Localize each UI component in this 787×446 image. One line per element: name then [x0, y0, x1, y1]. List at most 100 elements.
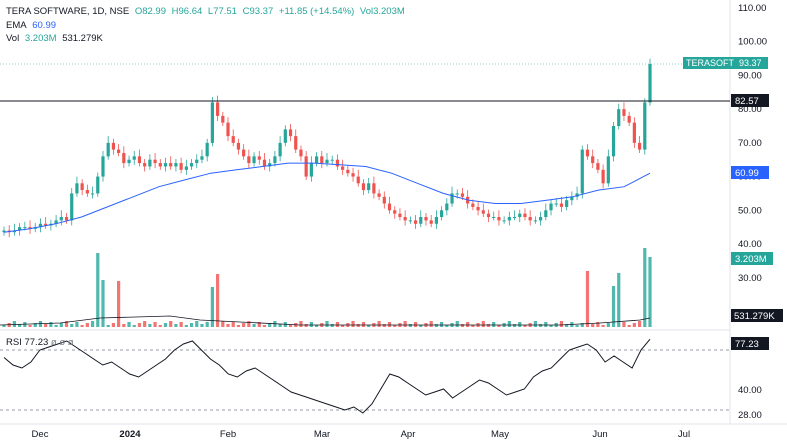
ema-badge: 60.99: [731, 166, 769, 179]
candle-body: [127, 159, 131, 164]
volume-bar: [174, 324, 178, 327]
volume-bar: [507, 321, 511, 327]
volume-bar: [215, 274, 220, 327]
volume-bars: [2, 248, 652, 327]
candle-body: [544, 210, 548, 218]
candle-body: [257, 156, 261, 160]
candle-body: [632, 122, 636, 143]
candle-body: [122, 152, 126, 164]
candlesticks: [2, 58, 652, 238]
candle-body: [643, 102, 647, 150]
symbol-legend[interactable]: TERA SOFTWARE, 1D, NSE O82.99 H96.64 L77…: [6, 6, 408, 18]
time-axis-label-4: Apr: [401, 429, 416, 440]
candle-body: [335, 159, 340, 167]
volume-bar: [455, 321, 459, 327]
price-axis-label-0: 110.00: [738, 3, 766, 14]
candle-body: [314, 156, 319, 164]
candle-body: [413, 220, 418, 224]
volume-bar: [601, 325, 605, 327]
volume-legend[interactable]: Vol 3.203M 531.279K: [6, 33, 106, 45]
volume-ma-path: [0, 315, 651, 326]
volume-bar: [341, 325, 345, 327]
candle-body: [419, 217, 423, 224]
candle-body: [205, 142, 209, 157]
candle-body: [330, 159, 334, 161]
candle-body: [361, 183, 366, 191]
volume-bar: [85, 323, 89, 327]
symbol-title: TERA SOFTWARE, 1D, NSE: [6, 6, 130, 17]
volume-bar: [75, 322, 79, 327]
hline-badge-price: 82.57: [735, 96, 759, 107]
candle-body: [320, 156, 324, 164]
candle-body: [606, 156, 610, 184]
volume-bar: [200, 324, 204, 327]
volume-bar: [96, 253, 100, 327]
ema-legend[interactable]: EMA 60.99: [6, 20, 59, 32]
candle-body: [64, 217, 69, 221]
candle-body: [434, 217, 439, 224]
candle-body: [528, 217, 532, 221]
candle-body: [80, 183, 84, 191]
candle-body: [617, 109, 621, 126]
rsi-legend[interactable]: RSI 77.23 ø ø ø: [6, 337, 74, 348]
candle-body: [346, 169, 350, 174]
candle-body: [637, 142, 642, 150]
candle-body: [585, 149, 590, 157]
candle-body: [549, 203, 553, 211]
time-axis-label-5: May: [491, 429, 509, 440]
candle-body: [12, 230, 17, 233]
candle-body: [460, 193, 465, 197]
volume-bar: [382, 324, 386, 327]
candle-body: [143, 163, 147, 167]
volume-bar: [648, 257, 652, 327]
volume-bar: [80, 325, 84, 327]
ema-badge-value: 60.99: [735, 168, 759, 179]
volume-bar: [101, 280, 105, 327]
candle-body: [273, 156, 277, 164]
candle-body: [268, 163, 272, 167]
candle-body: [252, 156, 256, 164]
candle-body: [440, 210, 444, 218]
candle-body: [189, 163, 194, 167]
candle-body: [85, 190, 89, 194]
volume-bar: [288, 325, 293, 327]
ticker-badge: TERASOFT 93.37: [683, 57, 768, 69]
volume-bar: [122, 324, 126, 327]
candle-body: [565, 200, 569, 207]
candle-body: [533, 220, 537, 222]
time-axis-label-1: 2024: [119, 429, 141, 440]
time-axis-label-2: Feb: [220, 429, 236, 440]
candle-body: [148, 159, 152, 167]
candle-body: [231, 136, 235, 143]
volume-badge: 3.203M: [731, 252, 773, 265]
volume-bar: [268, 323, 272, 327]
volume-bar: [153, 322, 157, 327]
volume-bar: [512, 324, 517, 327]
volume-bar: [257, 322, 261, 327]
time-axis-label-7: Jul: [678, 429, 690, 440]
rsi-axis[interactable]: 40.00 28.00: [738, 385, 762, 421]
candle-body: [486, 213, 491, 218]
volume-bar: [533, 321, 537, 327]
volume-bar: [325, 321, 329, 327]
candle-body: [111, 142, 116, 150]
volume-bar: [64, 321, 69, 327]
ema-value: 60.99: [32, 20, 57, 31]
volume-bar: [2, 325, 6, 327]
candle-body: [351, 173, 355, 177]
volume-bar: [59, 323, 63, 327]
volume-bar: [189, 323, 194, 327]
volume-bar: [486, 324, 491, 327]
candle-body: [153, 159, 157, 164]
price-axis[interactable]: 110.00100.0090.0080.0070.0060.0050.0040.…: [738, 3, 767, 284]
volume-bar: [226, 324, 230, 327]
volume-bar: [492, 322, 496, 327]
time-axis[interactable]: Dec 2024 Feb Mar Apr May Jun Jul: [32, 429, 691, 440]
candle-body: [518, 213, 522, 218]
volume-bar: [70, 324, 74, 327]
candle-body: [242, 149, 246, 157]
volume-badge-value: 3.203M: [735, 254, 767, 265]
time-axis-label-0: Dec: [32, 429, 49, 440]
candle-body: [387, 203, 392, 211]
